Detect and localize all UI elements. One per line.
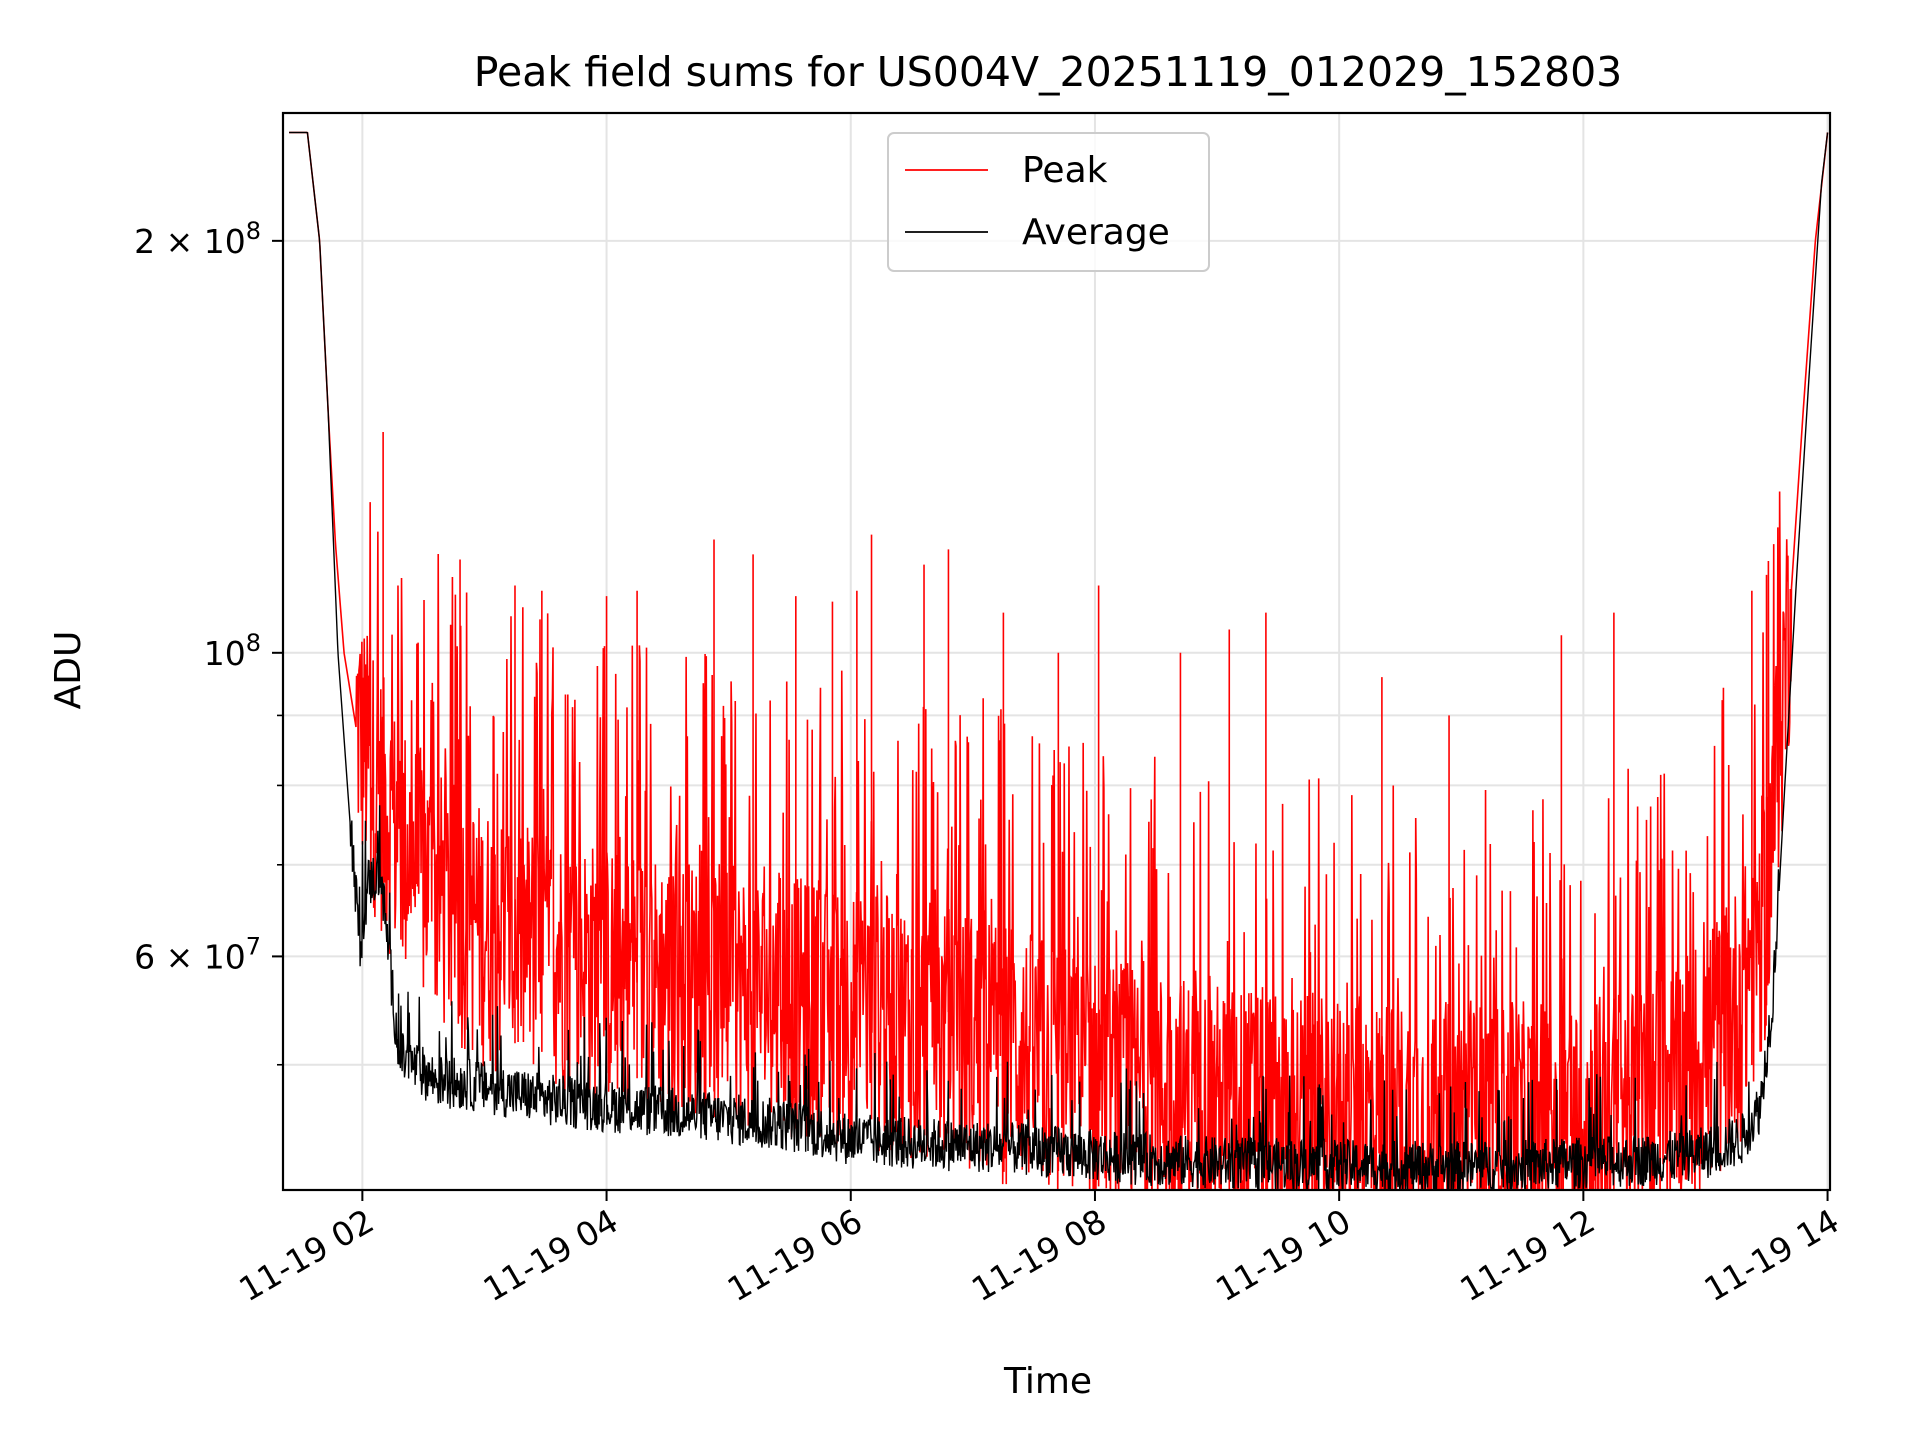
y-tick-label: 6 × 107: [134, 932, 261, 976]
y-tick-label: 108: [204, 629, 261, 673]
plot-frame: [281, 111, 1832, 1192]
peak-spikes: [382, 431, 1768, 1190]
y-axis-label: ADU: [48, 631, 89, 710]
x-axis-label: Time: [1003, 1361, 1092, 1402]
y-tick-label: 2 × 108: [134, 217, 261, 261]
chart-title: Peak field sums for US004V_20251119_0120…: [474, 48, 1623, 96]
average-series-line: [289, 131, 1829, 1190]
y-axis-ticks: 2 × 108 108 6 × 107: [134, 217, 283, 1066]
legend-box: [887, 132, 1210, 272]
legend: Peak Average: [887, 132, 1210, 272]
legend-label-average: Average: [1022, 212, 1170, 253]
legend-label-peak: Peak: [1022, 150, 1108, 191]
